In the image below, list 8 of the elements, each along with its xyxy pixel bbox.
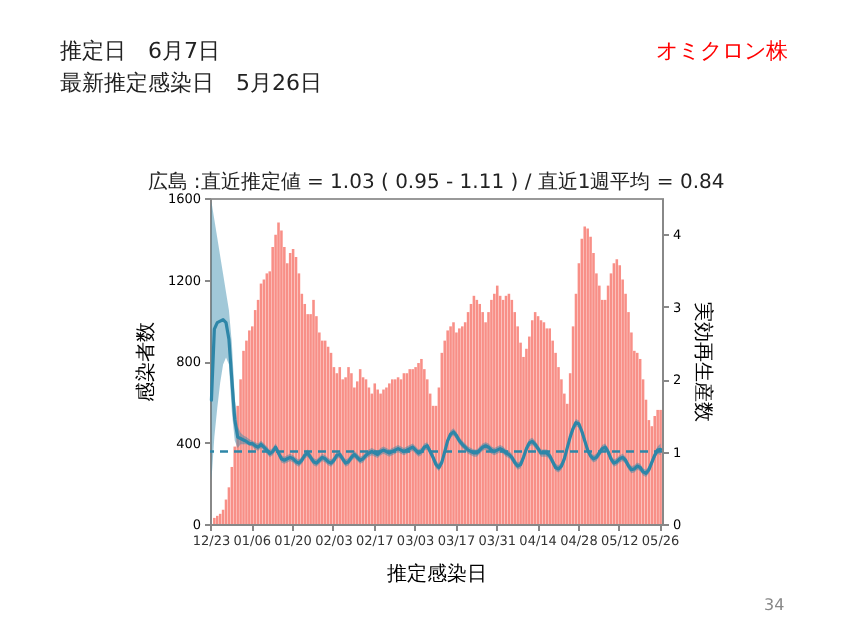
chart-subtitle: 最新推定感染日 5月26日 — [60, 68, 322, 98]
text: 34 — [764, 596, 785, 614]
y2-axis-title: 実効再生産数 — [691, 302, 716, 422]
text: 広島 :直近推定値 = 1.03 ( 0.95 - 1.11 ) / 直近1週平均 = 0.84 — [147, 169, 725, 194]
y-axis-title: 感染者数 — [133, 322, 158, 402]
x-axis-title: 推定感染日 — [387, 562, 487, 586]
text: オミクロン株 — [656, 36, 788, 66]
chart-title: 推定日 6月7日 — [60, 36, 220, 66]
